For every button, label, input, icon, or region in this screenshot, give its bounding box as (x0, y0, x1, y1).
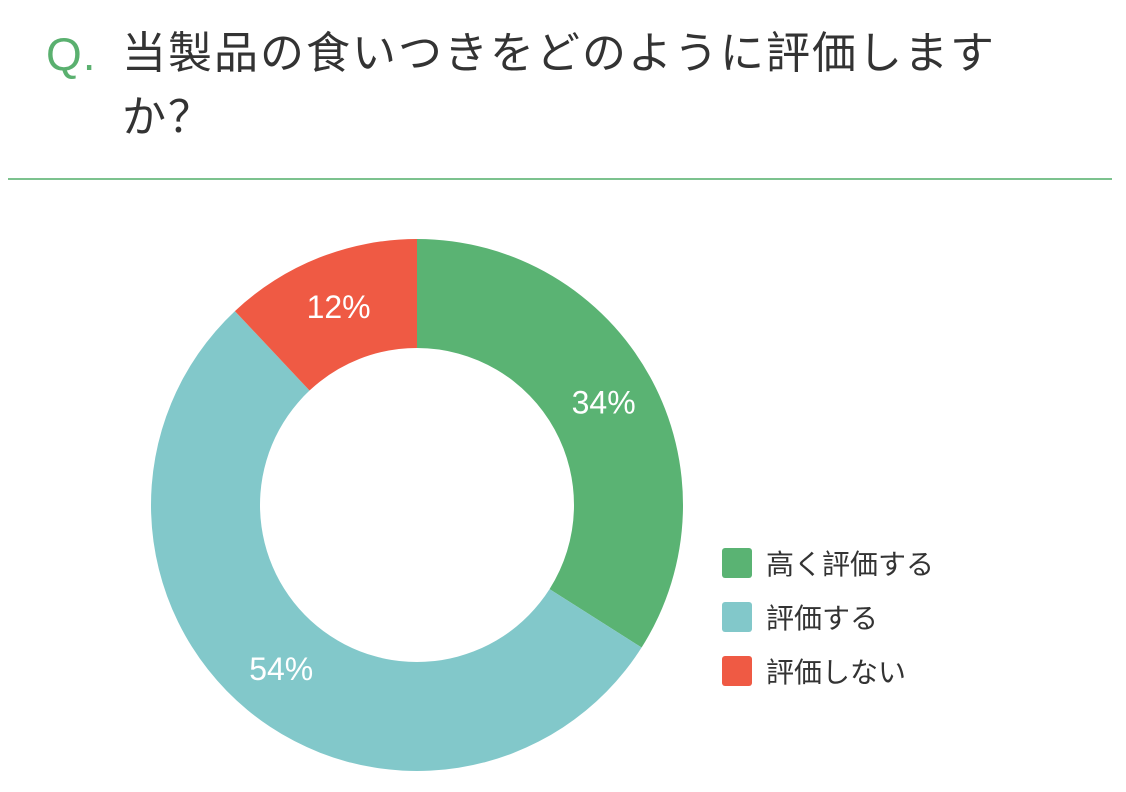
legend-label: 評価しない (766, 656, 907, 689)
legend-item: 評価しない (722, 654, 934, 689)
legend-label: 高く評価する (766, 548, 935, 581)
slice-rate (151, 311, 642, 771)
legend-swatch (722, 656, 752, 686)
slice-label: 54% (249, 651, 313, 687)
question-prefix: Q. (46, 28, 97, 80)
divider (8, 178, 1112, 180)
chart-legend: 高く評価する 評価する評価しない (722, 546, 934, 708)
legend-swatch (722, 548, 752, 578)
slice-highly-rate (417, 239, 683, 648)
slice-label: 12% (307, 289, 371, 325)
legend-swatch (722, 602, 752, 632)
legend-label: 評価する (766, 602, 879, 635)
legend-item: 高く評価する (722, 546, 935, 581)
question-text: 当製品の食いつきをどのように評価しますか？ (122, 28, 996, 143)
slice-label: 34% (572, 384, 636, 420)
slice-not-rate (234, 239, 417, 391)
question-header: Q. 当製品の食いつきをどのように評価しますか？ (46, 22, 1086, 150)
legend-item: 評価する (722, 600, 934, 635)
